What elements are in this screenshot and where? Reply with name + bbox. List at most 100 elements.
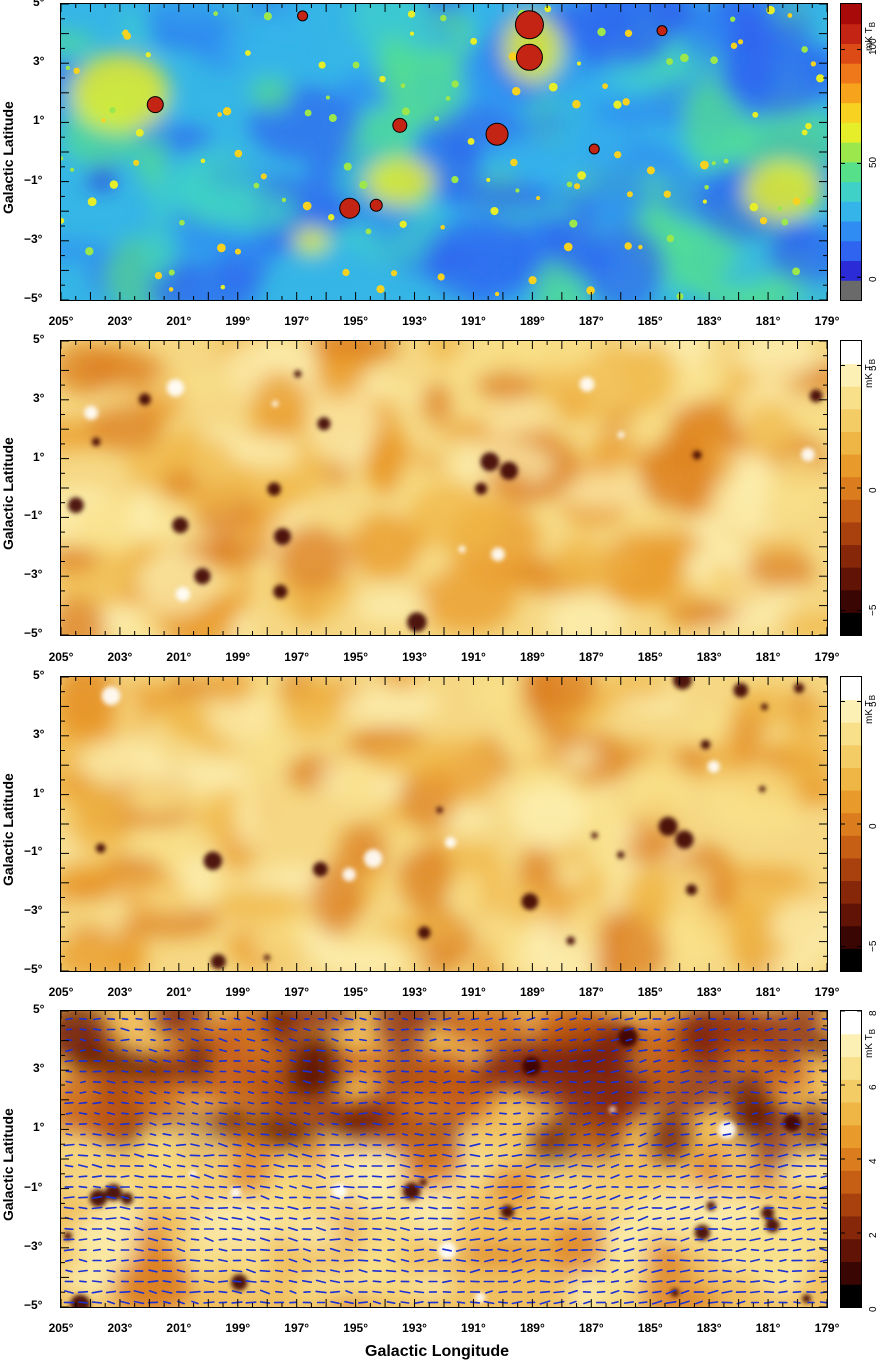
colorbar-scale <box>841 1010 861 1308</box>
heatmap-panel-2 <box>60 340 828 636</box>
x-tick-label: 195° <box>343 650 369 664</box>
x-tick-label: 205° <box>48 650 74 664</box>
x-tick-label: 193° <box>402 1321 427 1335</box>
x-tick-label: 205° <box>48 314 74 328</box>
x-tick-label: 189° <box>519 314 545 328</box>
x-tick-label: 205° <box>48 985 74 999</box>
colorbar-unit-text: mK T <box>864 700 875 724</box>
y-tick-label: −1° <box>24 1179 43 1194</box>
x-tick-label: 197° <box>284 314 310 328</box>
x-tick-label: 201° <box>166 1321 192 1335</box>
x-tick-label: 179° <box>814 985 840 999</box>
colorbar-tick-label: 4 <box>868 1158 879 1164</box>
x-tick-label: 179° <box>814 314 840 328</box>
y-axis-title: Galactic Latitude <box>0 1108 16 1221</box>
x-tick-label: 203° <box>107 314 133 328</box>
x-tick-label: 189° <box>519 1321 545 1335</box>
x-tick-label: 201° <box>166 985 192 999</box>
colorbar-scale <box>841 677 861 972</box>
y-tick-label: 3° <box>33 54 45 69</box>
x-tick-label: 181° <box>755 985 781 999</box>
polarization-vectors <box>63 1016 827 1305</box>
y-tick-label: 3° <box>33 390 45 405</box>
heatmap-panel-4 <box>60 1010 828 1308</box>
heatmap-canvas <box>61 1011 827 1307</box>
colorbar <box>840 340 862 636</box>
y-tick-label: 5° <box>33 0 45 9</box>
y-tick-label: 3° <box>33 1061 45 1076</box>
y-tick-label: 5° <box>33 1002 45 1016</box>
y-tick-label: −3° <box>24 1238 43 1253</box>
x-tick-label: 185° <box>637 314 663 328</box>
y-tick-label: −5° <box>24 962 43 976</box>
x-tick-label: 187° <box>578 650 604 664</box>
heatmap-canvas <box>61 4 827 300</box>
x-tick-label: 199° <box>225 650 251 664</box>
colorbar-tick-label: 0 <box>868 1306 879 1312</box>
x-tick-label: 199° <box>225 1321 251 1335</box>
x-tick-label: 197° <box>284 985 310 999</box>
x-tick-label: 203° <box>107 1321 133 1335</box>
colorbar-unit-text: mK T <box>864 27 875 51</box>
y-tick-label: −1° <box>24 844 43 859</box>
x-tick-label: 199° <box>225 314 251 328</box>
y-tick-label: −1° <box>24 172 43 187</box>
y-tick-label: 3° <box>33 726 45 741</box>
x-tick-label: 195° <box>343 1321 369 1335</box>
y-tick-label: 1° <box>33 785 45 800</box>
x-tick-label: 181° <box>755 314 781 328</box>
x-tick-label: 189° <box>519 985 545 999</box>
colorbar-scale <box>841 4 861 301</box>
y-tick-label: −5° <box>24 1298 43 1312</box>
x-tick-label: 183° <box>696 650 722 664</box>
colorbar-unit-subscript: B <box>868 21 877 28</box>
x-tick-label: 187° <box>578 985 604 999</box>
x-tick-label: 183° <box>696 314 722 328</box>
colorbar-tick-label: 0 <box>868 276 879 283</box>
y-tick-label: 1° <box>33 1120 45 1135</box>
x-tick-label: 201° <box>166 650 192 664</box>
y-axis-title: Galactic Latitude <box>0 101 16 214</box>
y-tick-label: −5° <box>24 626 43 640</box>
colorbar-unit-label: mK TB <box>864 22 877 51</box>
colorbar-unit-subscript: B <box>868 358 877 365</box>
y-tick-label: −5° <box>24 291 43 305</box>
x-tick-label: 191° <box>461 985 486 999</box>
x-tick-label: 191° <box>461 314 486 328</box>
x-tick-label: 203° <box>107 985 133 999</box>
x-tick-label: 203° <box>107 650 133 664</box>
x-axis-title: Galactic Longitude <box>365 1343 510 1360</box>
colorbar-tick-label: 0 <box>868 487 879 493</box>
x-tick-label: 181° <box>755 650 781 664</box>
y-tick-label: −1° <box>24 508 43 523</box>
x-tick-label: 183° <box>696 985 722 999</box>
colorbar-unit-text: mK T <box>864 364 875 388</box>
x-tick-label: 191° <box>461 1321 486 1335</box>
x-tick-label: 189° <box>519 650 545 664</box>
colorbar <box>840 676 862 972</box>
y-tick-label: −3° <box>24 231 43 246</box>
y-axis-title: Galactic Latitude <box>0 437 16 550</box>
heatmap-panel-3 <box>60 676 828 972</box>
y-tick-label: 5° <box>33 332 45 346</box>
colorbar <box>840 1010 862 1308</box>
colorbar-tick-label: 2 <box>868 1232 879 1238</box>
x-tick-label: 179° <box>814 650 840 664</box>
x-tick-label: 185° <box>637 1321 663 1335</box>
x-tick-label: 179° <box>814 1321 840 1335</box>
y-tick-label: −3° <box>24 567 43 582</box>
x-tick-label: 193° <box>402 650 427 664</box>
x-tick-label: 193° <box>402 314 427 328</box>
colorbar-unit-subscript: B <box>868 694 877 701</box>
x-tick-label: 187° <box>578 1321 604 1335</box>
colorbar-tick-label: 50 <box>868 157 879 169</box>
colorbar-tick-label: 0 <box>868 823 879 829</box>
colorbar-unit-subscript: B <box>868 1028 877 1035</box>
colorbar-scale <box>841 341 861 636</box>
y-tick-label: 1° <box>33 113 45 128</box>
x-tick-label: 191° <box>461 650 486 664</box>
x-tick-label: 205° <box>48 1321 74 1335</box>
x-tick-label: 185° <box>637 985 663 999</box>
y-tick-label: −3° <box>24 903 43 918</box>
colorbar <box>840 3 862 301</box>
